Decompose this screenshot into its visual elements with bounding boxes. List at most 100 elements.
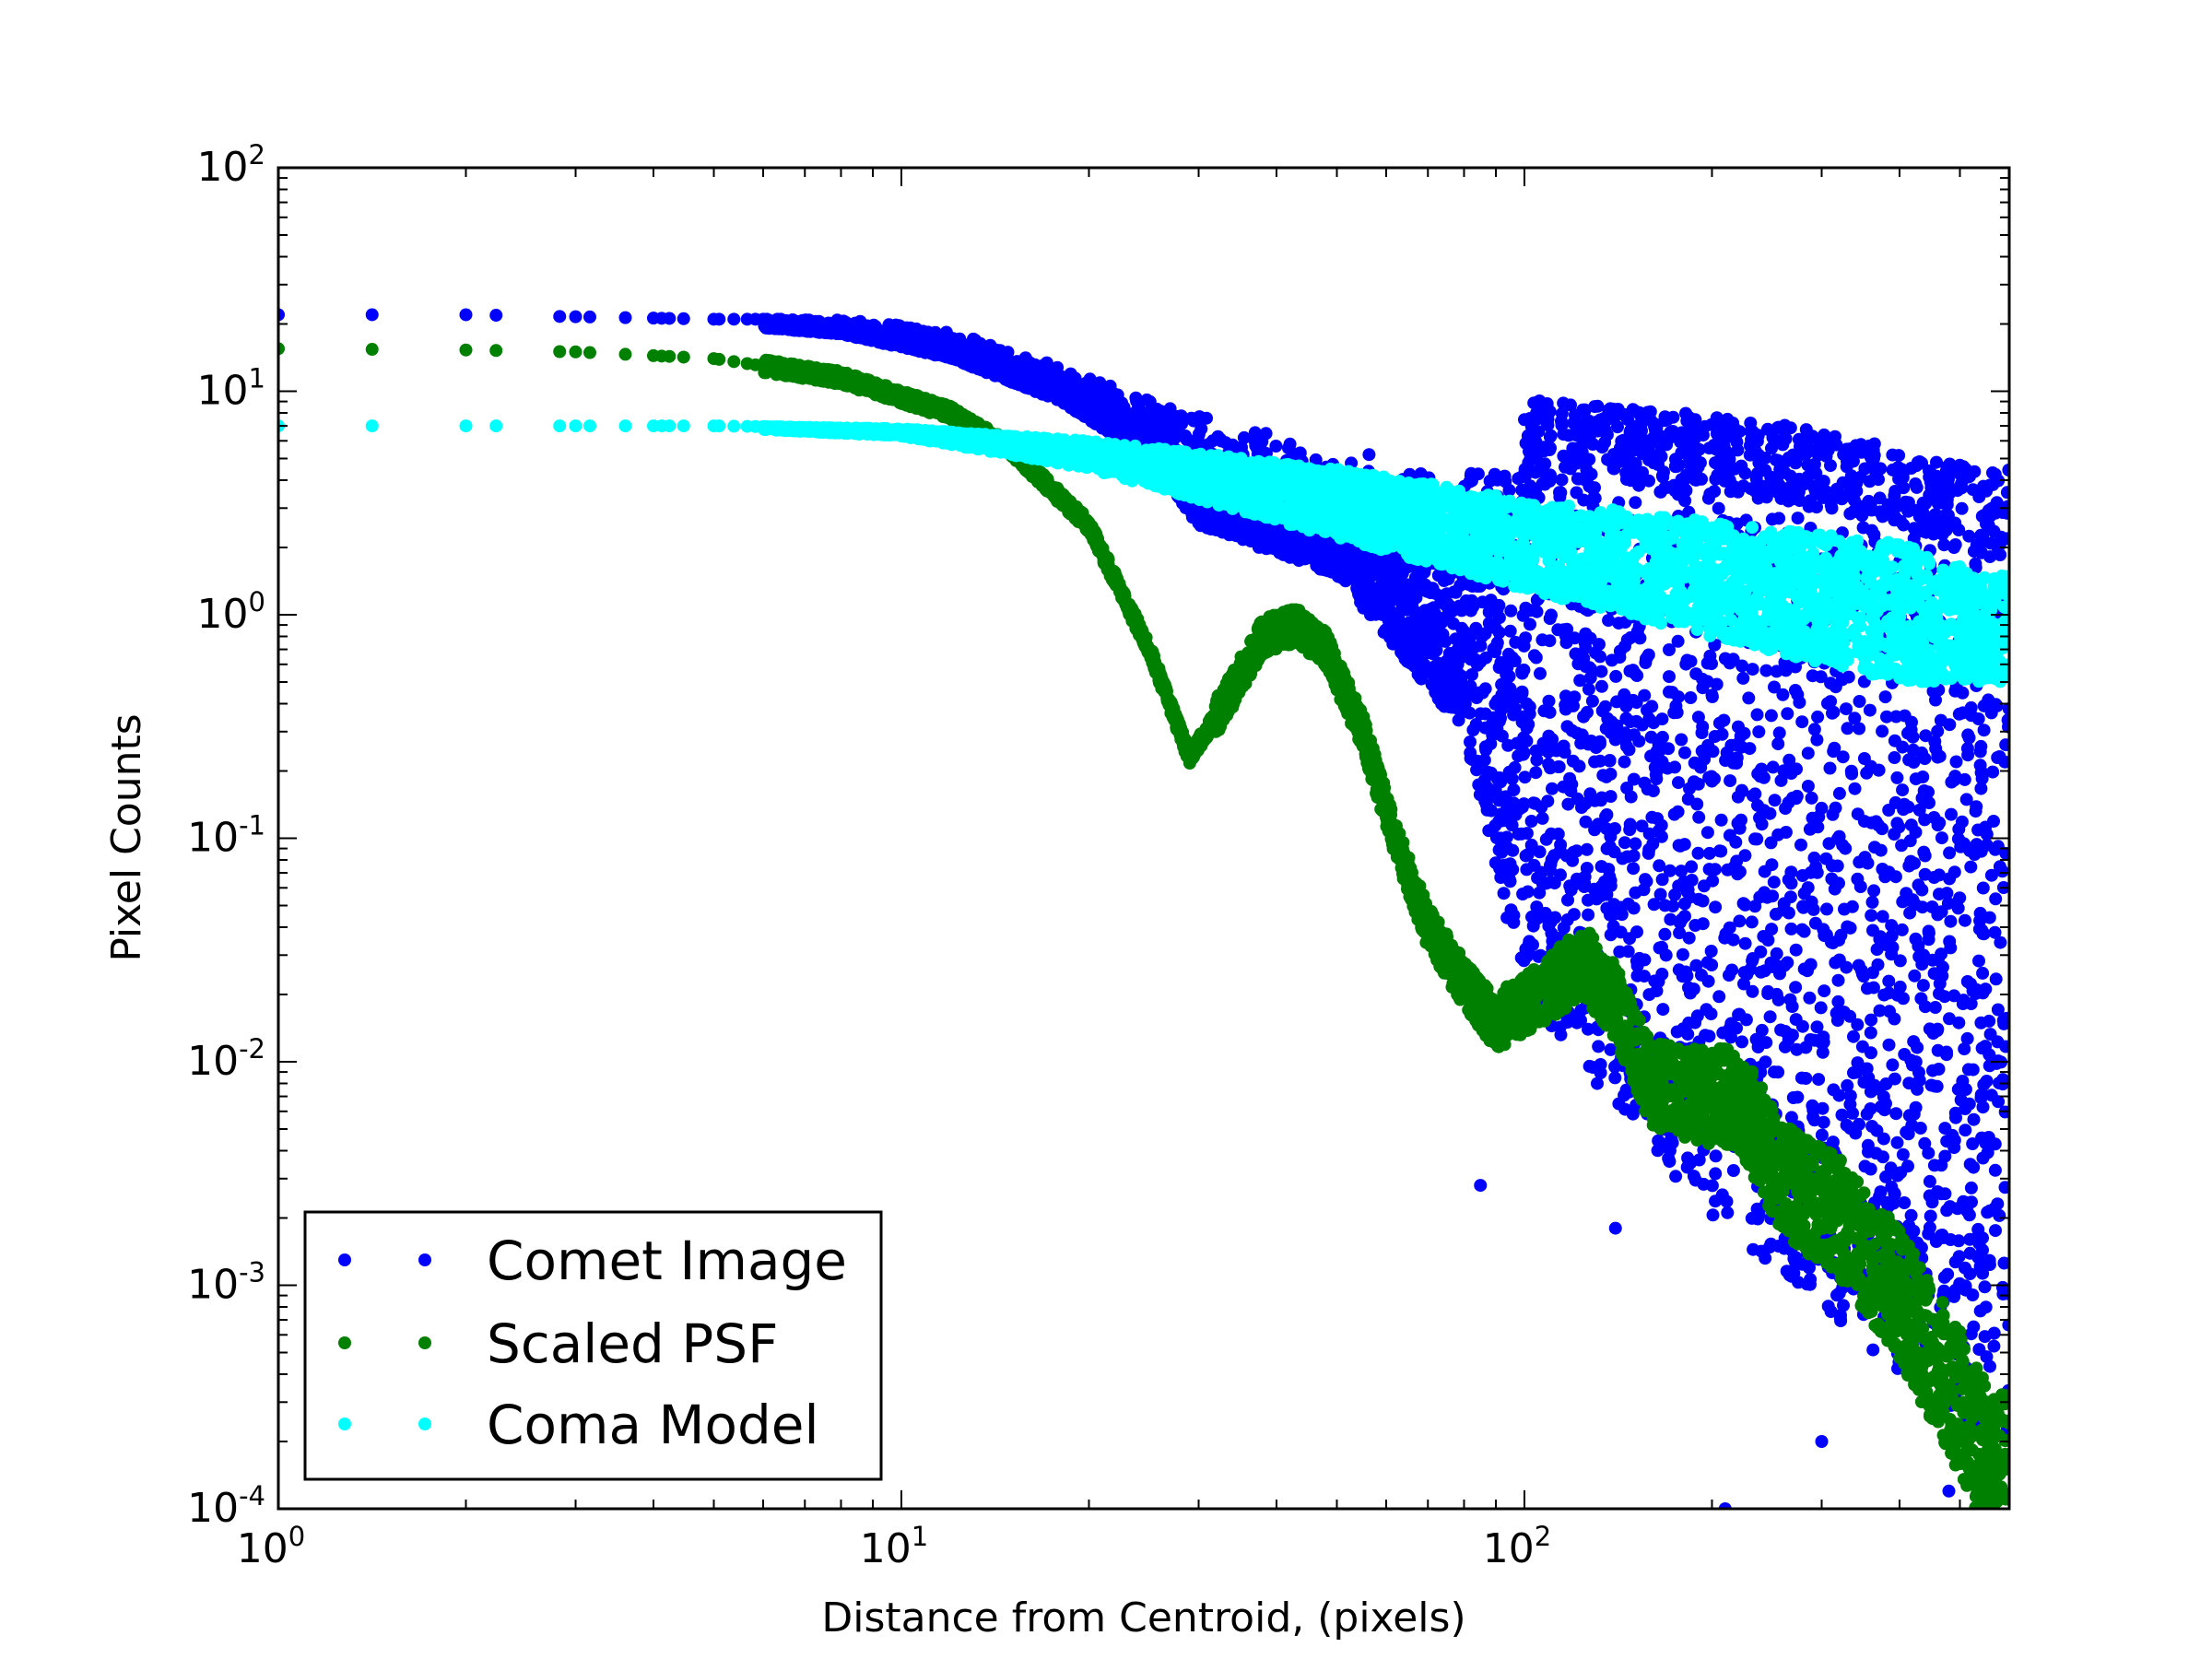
comet-image-point [1795,715,1809,729]
comet-image-point [1978,1280,1992,1294]
comet-image-point [1543,612,1557,626]
comet-image-point [1395,602,1409,616]
comet-image-point [1479,743,1493,757]
comet-image-point [1783,993,1797,1006]
comet-image-point [1896,1147,1910,1161]
comet-image-point [1620,633,1634,647]
comet-image-point [1841,722,1854,735]
comet-image-point [1534,666,1547,680]
comet-image-point [1835,1108,1849,1122]
comet-image-point [1995,865,2009,878]
comet-image-point [1830,1288,1843,1302]
comet-image-point [1427,677,1441,690]
comet-image-point [1282,441,1295,455]
comet-image-point [1474,639,1488,653]
comet-image-point [1973,906,1987,920]
comet-image-point [1503,682,1517,696]
comet-image-point [1988,925,2002,939]
comet-image-point [1549,744,1563,758]
comet-image-point [1948,684,1962,698]
comet-image-point [1714,813,1728,827]
comet-image-point [1542,694,1556,708]
comet-image-point [1415,575,1429,589]
comet-image-point [1465,594,1478,607]
comet-image-point [1974,1091,1988,1105]
comet-image-point [1560,720,1574,734]
comet-image-point [1684,986,1697,1000]
comet-image-point [1551,827,1565,841]
comet-image-point [1520,827,1534,841]
comet-image-point [1498,469,1512,483]
comet-image-point [1736,897,1750,911]
comet-image-point [1524,815,1538,828]
comet-image-point [1989,1224,2002,1238]
comet-image-point [1943,1012,1956,1026]
comet-image-point [1904,854,1918,868]
comet-image-point [1455,643,1469,657]
comet-image-point [1972,954,1985,968]
comet-image-point [1553,1020,1567,1034]
comet-image-point [1959,793,1973,806]
comet-image-point [489,309,503,323]
comet-image-point [1721,1206,1735,1219]
comet-image-point [1742,691,1756,705]
comet-image-point [1963,1246,1977,1260]
comet-image-point [1629,837,1642,851]
comet-image-point [1845,767,1859,781]
comet-image-point [1561,797,1575,811]
comet-image-point [1512,749,1525,763]
comet-image-point [1750,832,1764,846]
comet-image-point [1768,680,1781,694]
comet-image-point [1724,774,1737,788]
comet-image-point [1791,1090,1805,1104]
comet-image-point [1922,933,1936,947]
comet-image-point [1869,1147,1883,1160]
comet-image-point [1958,837,1971,851]
comet-image-point [1949,755,1963,769]
comet-image-point [1936,960,1949,974]
comet-image-point [1690,797,1704,811]
comet-image-point [1639,873,1652,887]
comet-image-point [1832,953,1846,967]
comet-image-point [1908,969,1922,982]
comet-image-point [1768,794,1782,807]
comet-image-point [1983,1253,1996,1267]
comet-image-point [1933,816,1947,830]
comet-image-point [1585,694,1599,708]
comet-image-point [1699,1029,1712,1042]
comet-image-point [1989,972,2003,986]
comet-image-point [1344,571,1358,585]
comet-image-point [1578,870,1592,884]
comet-image-point [1623,665,1637,678]
comet-image-point [1979,1040,1993,1053]
comet-image-point [1426,643,1440,656]
comet-image-point [1718,652,1732,665]
comet-image-point [1751,767,1765,781]
comet-image-point [1993,1208,2006,1222]
comet-image-point [1988,1163,2002,1177]
comet-image-point [1692,810,1706,824]
comet-image-point [1789,684,1802,697]
comet-image-point [1557,921,1571,935]
comet-image-point [1865,1013,1878,1027]
comet-image-point [1535,877,1549,890]
comet-image-point [1964,860,1978,874]
comet-image-point [1373,591,1387,605]
comet-image-point [1801,747,1815,760]
comet-image-point [1673,926,1687,940]
comet-image-point [1600,808,1614,821]
comet-image-point [1630,969,1644,982]
comet-image-point [1744,962,1758,976]
comet-image-point [1858,1159,1872,1173]
comet-image-point [1943,846,1957,860]
comet-image-point [1916,771,1930,783]
comet-image-point [1682,931,1696,945]
comet-image-point [553,310,567,324]
comet-image-point [1651,1144,1665,1158]
comet-image-point [1701,738,1715,752]
comet-image-point [1931,747,1945,761]
comet-image-point [1987,1339,2001,1353]
comet-image-point [1700,956,1714,970]
comet-image-point [1466,724,1480,736]
comet-image-point [1729,835,1743,849]
